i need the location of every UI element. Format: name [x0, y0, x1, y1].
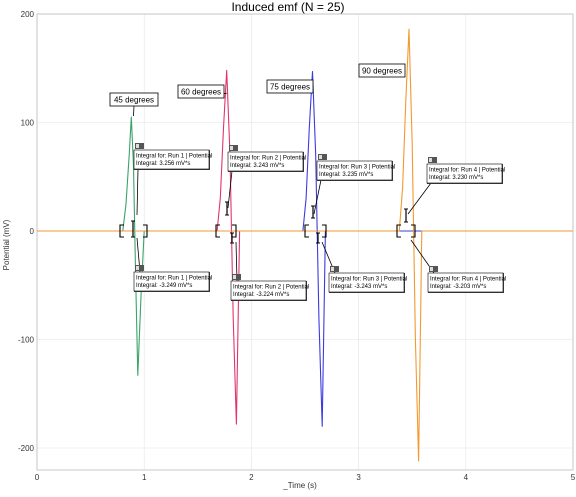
integral-leader — [136, 168, 139, 216]
x-axis-label: _Time (s) — [282, 481, 317, 490]
x-tick-label: 5 — [571, 473, 576, 482]
integral-icon-detail — [331, 267, 334, 271]
integral-text-run4-neg: Integral for: Run 4 | Potential — [430, 277, 506, 283]
axis-layer: 200 100 0 -100 -200 0 1 2 3 4 5 — [18, 10, 576, 482]
integral-text-run4-neg: Integral: -3.203 mV*s — [430, 284, 486, 290]
plot-frame — [36, 13, 574, 471]
annotation-label-75-degrees: 75 degrees — [270, 83, 310, 92]
annotation-leader — [133, 105, 135, 117]
integral-icon-detail — [230, 146, 233, 150]
series-line-3 — [37, 70, 573, 427]
integral-icon — [229, 145, 238, 151]
integral-bracket — [232, 224, 237, 238]
integral-icon — [429, 266, 438, 272]
integral-text-run2-neg: Integral for: Run 2 | Potential — [233, 285, 309, 291]
integral-text-run3-neg: Integral: -3.243 mV*s — [331, 284, 387, 290]
integral-bracket — [411, 224, 416, 238]
integral-text-run2-pos: Integral: 3.243 mV*s — [230, 163, 284, 169]
integral-icon-detail — [430, 267, 433, 271]
annotation-layer: 45 degrees 60 degrees 75 degrees 90 degrees… — [109, 63, 506, 301]
integral-text-run1-pos: Integral: 3.256 mV*s — [136, 161, 190, 167]
integral-text-run3-pos: Integral for: Run 3 | Potential — [319, 165, 395, 171]
integral-text-run1-neg: Integral for: Run 1 | Potential — [136, 276, 212, 282]
annotation-label-45-degrees: 45 degrees — [114, 96, 154, 105]
x-tick-label: 0 — [35, 473, 40, 482]
y-axis-label: Potential (mV) — [2, 219, 11, 270]
x-tick-label: 3 — [356, 473, 361, 482]
integral-box-run1-pos — [133, 149, 210, 170]
integral-box-run3-pos — [316, 160, 393, 181]
integral-text-run3-neg: Integral for: Run 3 | Potential — [331, 277, 407, 283]
chart-title: Induced emf (N = 25) — [231, 0, 344, 14]
y-tick-label: -200 — [18, 444, 35, 453]
annotation-box — [358, 63, 406, 78]
integral-box-run2-pos — [227, 151, 304, 172]
x-tick-label: 1 — [142, 473, 147, 482]
annotation-label-90-degrees: 90 degrees — [362, 67, 402, 76]
y-tick-label: -100 — [18, 336, 35, 345]
integral-bracket — [215, 224, 220, 238]
integral-icon-detail — [319, 155, 322, 159]
integral-text-run1-pos: Integral for: Run 1 | Potential — [136, 154, 212, 160]
annotation-box — [266, 79, 314, 94]
integral-icon-detail — [136, 266, 139, 270]
series-line-2 — [37, 69, 573, 425]
integral-leader — [313, 179, 322, 215]
integral-text-run4-pos: Integral: 3.230 mV*s — [429, 175, 483, 181]
integral-text-run1-neg: Integral: -3.249 mV*s — [136, 283, 192, 289]
x-tick-label: 4 — [464, 473, 469, 482]
integral-icon-detail — [233, 275, 236, 279]
integral-bracket — [322, 224, 327, 238]
annotation-label-60-degrees: 60 degrees — [181, 88, 221, 97]
y-tick-label: 200 — [21, 10, 35, 19]
integral-text-run2-pos: Integral for: Run 2 | Potential — [230, 156, 306, 162]
integral-box-run3-neg — [328, 272, 405, 293]
integral-icon-detail — [429, 158, 432, 162]
integral-text-run2-neg: Integral: -3.224 mV*s — [233, 292, 289, 298]
integral-text-run4-pos: Integral for: Run 4 | Potential — [429, 168, 505, 174]
integral-box-run1-neg — [133, 271, 210, 292]
integral-icon — [428, 157, 437, 163]
integral-box-run2-neg — [230, 280, 307, 301]
x-tick-label: 2 — [249, 473, 254, 482]
integral-bracket — [119, 224, 124, 238]
y-tick-label: 100 — [21, 119, 35, 128]
annotation-box — [177, 84, 225, 99]
integral-icon — [330, 266, 339, 272]
integral-box-run4-neg — [427, 272, 504, 293]
integral-icon — [135, 265, 144, 271]
integral-bracket — [396, 224, 401, 238]
integral-leader — [407, 182, 432, 215]
integral-leader — [227, 170, 233, 209]
y-tick-label: 0 — [30, 227, 35, 236]
integral-icon — [318, 154, 327, 160]
integral-box-run4-pos — [426, 163, 503, 184]
integral-icon-detail — [136, 144, 139, 148]
integral-bracket — [304, 224, 309, 238]
integral-text-run3-pos: Integral: 3.235 mV*s — [319, 172, 373, 178]
integral-icon — [232, 274, 241, 280]
annotation-box — [109, 92, 159, 107]
integral-bracket — [143, 224, 148, 238]
integral-icon — [135, 143, 144, 149]
series-line-4 — [37, 28, 573, 462]
